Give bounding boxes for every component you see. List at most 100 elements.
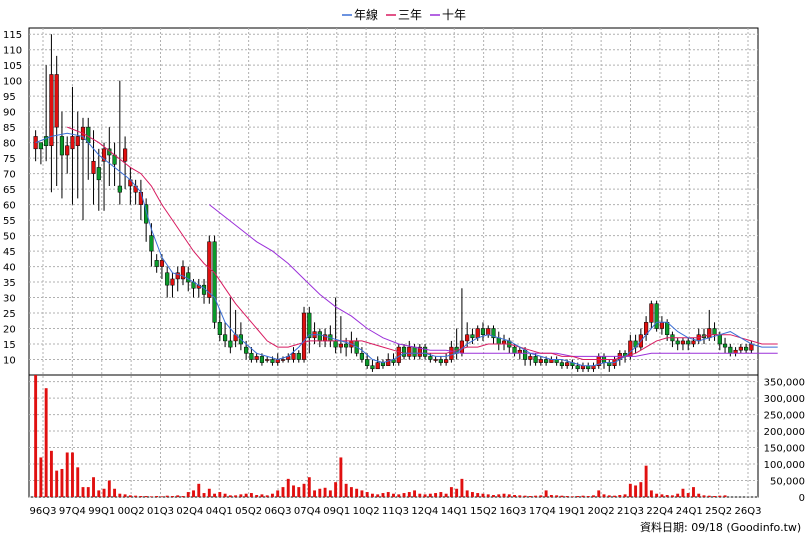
- volume-bar: [223, 493, 227, 497]
- x-axis: 96Q3 97Q4 99Q1 00Q2 01Q3 02Q4 04Q1 05Q2 06Q3 07Q4…: [30, 506, 762, 517]
- volume-bar: [155, 496, 159, 497]
- volume-tick-label: 200,000: [764, 427, 805, 438]
- price-tick-label: 25: [3, 309, 16, 320]
- volume-bar: [697, 493, 701, 497]
- candle-body: [54, 74, 59, 128]
- volume-bar: [81, 487, 85, 497]
- volume-bar: [460, 478, 464, 497]
- volume-bar: [234, 495, 238, 497]
- volume-bar: [534, 495, 538, 497]
- volume-bar: [681, 488, 685, 497]
- volume-bar: [276, 490, 280, 497]
- candle-body: [175, 272, 180, 280]
- price-tick-label: 70: [3, 170, 16, 181]
- volume-axis: 0 50,000 100,000 150,000 200,000 250,000 300,0…: [764, 378, 805, 504]
- candle-body: [438, 359, 443, 363]
- volume-bar: [555, 495, 559, 497]
- volume-bar: [307, 477, 311, 497]
- volume-bar: [349, 487, 353, 497]
- volume-bar: [707, 495, 711, 497]
- volume-bar: [139, 496, 143, 497]
- volume-bar: [102, 488, 106, 497]
- price-tick-label: 110: [3, 46, 22, 57]
- volume-bar: [434, 493, 438, 497]
- volume-bar: [649, 490, 653, 497]
- volume-tick-label: 100,000: [764, 460, 805, 471]
- candle-body: [170, 278, 175, 286]
- volume-bar: [402, 493, 406, 497]
- volume-bar: [165, 495, 169, 497]
- price-tick-label: 65: [3, 185, 16, 196]
- volume-bar: [355, 488, 359, 497]
- volume-bar: [244, 493, 248, 497]
- candle-body: [470, 334, 475, 339]
- volume-bar: [239, 494, 243, 497]
- volume-bar: [65, 452, 69, 497]
- candle-body: [512, 346, 517, 354]
- x-tick-label: 25Q2: [705, 506, 732, 517]
- legend-label-3y: 三年: [398, 8, 422, 22]
- legend-label-10y: 十年: [442, 8, 466, 22]
- candle-body: [654, 303, 659, 329]
- candle-body: [533, 356, 538, 363]
- volume-bar: [323, 487, 327, 497]
- volume-bar: [92, 477, 95, 497]
- x-tick-label: 26Q3: [735, 506, 762, 517]
- volume-bar: [328, 490, 332, 497]
- candle-body: [159, 260, 165, 267]
- volume-tick-label: 150,000: [764, 444, 805, 455]
- candle-body: [528, 356, 533, 360]
- candle-body: [96, 167, 101, 181]
- candle-body: [344, 343, 349, 348]
- candle-body: [75, 136, 80, 146]
- x-tick-label: 96Q3: [30, 506, 57, 517]
- volume-bar: [686, 493, 690, 497]
- volume-bar: [676, 493, 680, 497]
- candle-body: [744, 346, 749, 351]
- candle-body: [307, 312, 312, 339]
- candle-body: [444, 359, 449, 363]
- candle-body: [691, 340, 696, 345]
- volume-bar: [513, 495, 516, 497]
- volume-bar: [607, 495, 611, 497]
- volume-bar: [570, 496, 574, 497]
- volume-bar: [602, 494, 606, 497]
- volume-bar: [149, 496, 153, 497]
- price-tick-label: 80: [3, 139, 16, 150]
- candle-body: [259, 356, 265, 363]
- candle-body: [359, 353, 365, 360]
- candle-body: [465, 334, 470, 342]
- candle-body: [707, 328, 712, 339]
- candle-body: [154, 260, 159, 267]
- volume-bar: [365, 492, 369, 497]
- volume-bar: [55, 470, 59, 497]
- ma-year-line: [35, 132, 778, 367]
- volume-bar: [123, 494, 127, 497]
- candle-body: [475, 328, 480, 339]
- x-tick-label: 21Q3: [617, 506, 644, 517]
- volume-bar: [265, 495, 269, 497]
- volume-bar: [492, 495, 495, 497]
- x-tick-label: 22Q4: [646, 506, 673, 517]
- candle-body: [222, 334, 228, 342]
- price-tick-label: 30: [3, 294, 16, 305]
- volume-bar: [76, 467, 80, 497]
- candle-body: [722, 343, 728, 348]
- candle-body: [217, 322, 222, 335]
- candle-body: [717, 334, 722, 345]
- volume-bar: [502, 493, 506, 497]
- candle-body: [538, 359, 543, 363]
- ma-3y-line: [67, 126, 778, 360]
- volume-bar: [302, 483, 306, 497]
- volume-bar: [639, 482, 643, 497]
- x-tick-label: 24Q1: [676, 506, 703, 517]
- volume-bar: [628, 483, 632, 497]
- volume-bar: [644, 465, 648, 497]
- candle-body: [101, 148, 107, 162]
- candle-body: [212, 241, 217, 323]
- x-tick-label: 10Q2: [353, 506, 380, 517]
- x-tick-label: 05Q2: [235, 506, 262, 517]
- volume-bar: [286, 478, 290, 497]
- volume-bar: [134, 495, 138, 497]
- price-tick-label: 100: [3, 77, 22, 88]
